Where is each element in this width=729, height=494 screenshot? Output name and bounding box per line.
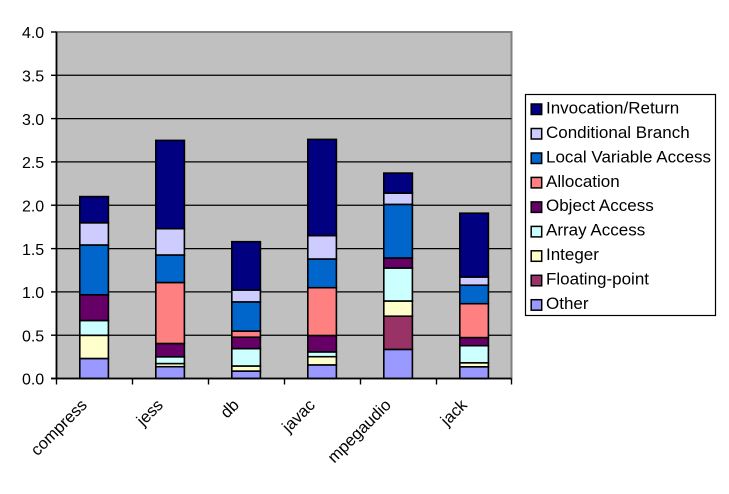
svg-text:javac: javac [278, 396, 319, 437]
svg-text:jess: jess [133, 396, 167, 430]
svg-text:jack: jack [437, 396, 472, 431]
svg-text:Other: Other [546, 294, 589, 313]
svg-text:0.5: 0.5 [22, 328, 44, 345]
svg-text:Allocation: Allocation [546, 172, 620, 191]
svg-text:2.0: 2.0 [22, 198, 44, 215]
svg-text:mpegaudio: mpegaudio [324, 396, 394, 466]
svg-text:4.0: 4.0 [22, 25, 44, 42]
svg-text:1.5: 1.5 [22, 242, 44, 259]
svg-text:Integer: Integer [546, 245, 599, 264]
svg-text:Conditional Branch: Conditional Branch [546, 123, 690, 142]
svg-text:Local Variable Access: Local Variable Access [546, 147, 711, 166]
svg-text:compress: compress [28, 396, 91, 459]
svg-text:3.0: 3.0 [22, 112, 44, 129]
svg-text:Floating-point: Floating-point [546, 270, 649, 289]
svg-text:3.5: 3.5 [22, 69, 44, 86]
svg-text:db: db [217, 396, 243, 422]
svg-text:Array Access: Array Access [546, 221, 645, 240]
svg-text:2.5: 2.5 [22, 155, 44, 172]
svg-text:Invocation/Return: Invocation/Return [546, 98, 679, 117]
svg-text:0.0: 0.0 [22, 372, 44, 389]
svg-text:1.0: 1.0 [22, 285, 44, 302]
svg-text:Object Access: Object Access [546, 196, 654, 215]
